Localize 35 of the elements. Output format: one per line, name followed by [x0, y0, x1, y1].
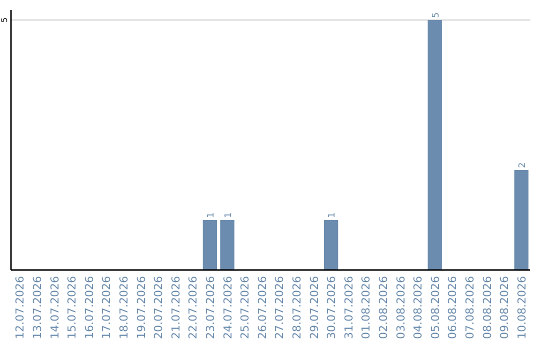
- x-tick-label: 19.07.2026: [134, 276, 148, 339]
- x-tick-label: 04.08.2026: [412, 276, 425, 339]
- x-tick-label: 07.08.2026: [463, 276, 476, 339]
- x-tick-label: 28.07.2026: [290, 276, 304, 339]
- x-tick-label: 01.08.2026: [360, 276, 373, 339]
- x-tick-label: 06.08.2026: [446, 276, 460, 339]
- x-tick-label: 10.08.2026: [515, 276, 528, 339]
- x-tick-label: 26.07.2026: [256, 276, 269, 339]
- x-tick-label: 21.07.2026: [169, 276, 182, 339]
- x-tick-label: 29.07.2026: [308, 276, 321, 339]
- x-tick-label: 22.07.2026: [186, 276, 200, 339]
- data-label: 1: [328, 212, 338, 218]
- data-label: 1: [224, 212, 234, 218]
- x-tick-label: 18.07.2026: [117, 276, 130, 339]
- data-label: 2: [518, 162, 528, 168]
- x-tick-label: 17.07.2026: [100, 276, 114, 339]
- x-tick-label: 23.07.2026: [204, 276, 217, 339]
- x-tick-label: 08.08.2026: [480, 276, 494, 339]
- x-tick-label: 16.07.2026: [82, 276, 96, 339]
- x-tick-label: 30.07.2026: [325, 276, 338, 339]
- x-tick-label: 13.07.2026: [30, 276, 44, 339]
- x-tick-label: 12.07.2026: [14, 276, 27, 339]
- x-tick-label: 27.07.2026: [273, 276, 286, 339]
- x-tick-label: 09.08.2026: [498, 276, 512, 339]
- x-tick-label: 14.07.2026: [48, 276, 62, 339]
- x-tick-label: 31.07.2026: [342, 276, 356, 339]
- x-tick-label: 25.07.2026: [238, 276, 252, 339]
- x-tick-label: 24.07.2026: [221, 276, 234, 339]
- x-tick-label: 15.07.2026: [66, 276, 79, 339]
- x-tick-label: 03.08.2026: [394, 276, 408, 339]
- data-label: 1: [206, 212, 216, 218]
- x-tick-label: 20.07.2026: [152, 276, 166, 339]
- x-tick-label: 02.08.2026: [376, 276, 390, 339]
- data-label: 5: [431, 12, 442, 18]
- x-tick-label: 05.08.2026: [428, 276, 442, 339]
